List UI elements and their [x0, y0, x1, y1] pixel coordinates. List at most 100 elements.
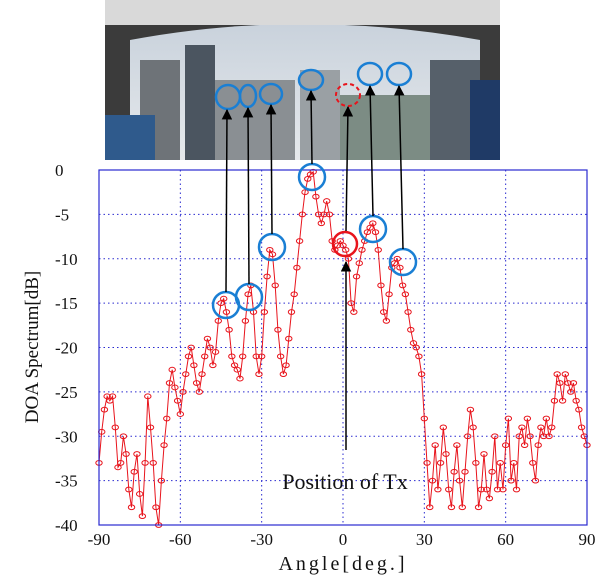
- data-point: [428, 477, 437, 484]
- data-point: [491, 433, 499, 440]
- y-tick-label: 0: [55, 161, 64, 180]
- data-point: [138, 513, 147, 520]
- data-point: [187, 344, 195, 351]
- data-point: [539, 433, 548, 440]
- data-point: [480, 451, 488, 457]
- data-point: [567, 388, 575, 395]
- data-point: [160, 442, 168, 449]
- data-point: [526, 433, 534, 440]
- data-point: [301, 189, 309, 196]
- data-point: [260, 309, 269, 315]
- data-point: [507, 477, 515, 484]
- data-point: [550, 397, 559, 404]
- x-tick-label: 30: [416, 530, 433, 549]
- data-point: [531, 477, 540, 484]
- data-point: [458, 504, 466, 511]
- data-point: [352, 273, 361, 280]
- arrows: [221, 84, 405, 450]
- data-point: [488, 468, 496, 475]
- data-point: [279, 371, 288, 378]
- x-tick-label: -30: [250, 530, 273, 549]
- data-point: [198, 371, 206, 378]
- data-point: [317, 220, 326, 227]
- y-tick-label: -5: [55, 205, 69, 224]
- x-tick-label: -60: [169, 530, 192, 549]
- data-point: [423, 459, 431, 466]
- data-point: [577, 424, 586, 431]
- data-point: [325, 211, 334, 218]
- data-point: [379, 309, 388, 315]
- data-point: [385, 291, 393, 298]
- data-point: [450, 468, 458, 475]
- data-point: [298, 211, 307, 218]
- data-point: [404, 309, 412, 315]
- data-point: [236, 375, 244, 382]
- data-point: [282, 362, 290, 369]
- data-point: [415, 353, 423, 360]
- data-point: [163, 415, 171, 422]
- data-point: [401, 291, 410, 298]
- data-point: [464, 433, 472, 440]
- data-point: [548, 424, 556, 431]
- data-point: [572, 397, 580, 404]
- data-point: [431, 442, 439, 449]
- data-point: [520, 442, 529, 449]
- x-tick-label: 0: [339, 530, 348, 549]
- data-point: [382, 317, 391, 324]
- data-point: [445, 486, 453, 493]
- y-axis-label: DOA Spectrum[dB]: [22, 271, 43, 424]
- y-tick-label: -10: [55, 250, 78, 269]
- data-point: [461, 468, 469, 475]
- data-point: [211, 349, 220, 355]
- data-point: [285, 335, 293, 342]
- data-point: [173, 397, 182, 404]
- data-point: [206, 344, 214, 351]
- data-point: [203, 335, 212, 342]
- data-point: [144, 393, 152, 400]
- data-point: [190, 362, 198, 369]
- data-point: [171, 384, 179, 391]
- y-tick-label: -40: [55, 516, 78, 535]
- data-point: [225, 326, 233, 333]
- data-point: [371, 229, 380, 236]
- data-point: [455, 477, 464, 484]
- data-point: [149, 459, 157, 466]
- data-point: [466, 406, 475, 413]
- data-point: [108, 393, 117, 400]
- data-point: [244, 291, 252, 298]
- data-point: [287, 309, 296, 315]
- x-tick-label: 90: [579, 530, 596, 549]
- data-point: [323, 198, 331, 204]
- data-point: [350, 309, 358, 315]
- data-point: [165, 380, 174, 386]
- data-point: [545, 433, 553, 440]
- x-axis-label: Angle[deg.]: [278, 553, 407, 575]
- data-point: [417, 371, 426, 378]
- data-point: [295, 238, 304, 244]
- data-point: [201, 353, 209, 360]
- data-point: [534, 442, 542, 449]
- y-tick-label: -20: [55, 339, 78, 358]
- data-point: [130, 468, 138, 475]
- data-point: [220, 295, 228, 302]
- data-point: [314, 211, 323, 218]
- y-tick-label: -15: [55, 294, 78, 313]
- data-point: [320, 211, 328, 218]
- data-point: [135, 491, 144, 497]
- data-point: [268, 251, 277, 258]
- y-tick-label: -25: [55, 383, 78, 402]
- data-point: [426, 504, 434, 511]
- data-point: [276, 353, 285, 360]
- data-point: [100, 406, 109, 413]
- data-point: [510, 459, 518, 466]
- data-point: [442, 451, 450, 457]
- data-point: [529, 459, 537, 466]
- data-point: [309, 168, 317, 175]
- data-point: [518, 424, 526, 431]
- data-point: [209, 362, 217, 369]
- data-point: [396, 264, 404, 271]
- data-point: [474, 504, 483, 511]
- data-point: [512, 486, 521, 493]
- data-point: [274, 326, 282, 333]
- data-point: [358, 246, 366, 253]
